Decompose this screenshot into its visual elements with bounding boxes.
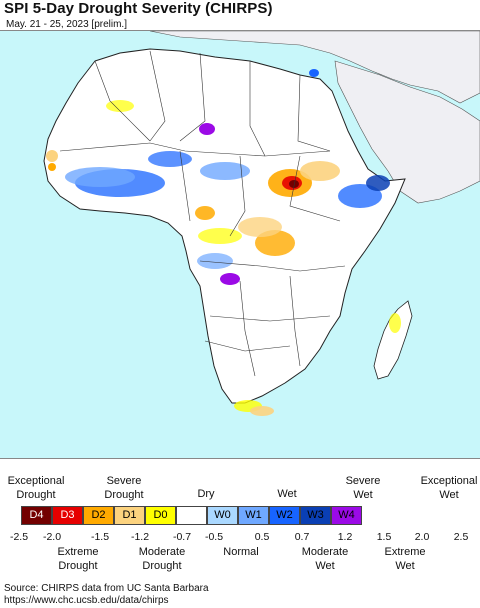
dry-patch-d0 <box>389 313 401 333</box>
wet-patch-w1 <box>200 162 250 180</box>
africa-landmass <box>43 48 406 404</box>
dry-patch-d0 <box>198 228 242 244</box>
wet-patch-w1 <box>197 253 233 269</box>
legend-tick: 0.7 <box>294 531 310 543</box>
legend-bottom-label: Moderate Drought <box>138 546 186 572</box>
legend-tick: -2.0 <box>42 531 62 543</box>
legend-swatch: D3 <box>52 506 83 525</box>
legend-swatch: D1 <box>114 506 145 525</box>
wet-patch-w2 <box>148 151 192 167</box>
legend-tick: -0.5 <box>204 531 224 543</box>
madagascar <box>373 300 413 380</box>
map-subtitle: May. 21 - 25, 2023 [prelim.] <box>6 19 127 30</box>
country-borders <box>59 50 346 377</box>
legend-top-label: Wet <box>277 488 297 500</box>
legend-swatch: W1 <box>238 506 269 525</box>
legend-swatch: W0 <box>207 506 238 525</box>
source-line: Source: CHIRPS data from UC Santa Barbar… <box>4 583 209 594</box>
legend-swatch: D4 <box>21 506 52 525</box>
legend-swatch: W4 <box>331 506 362 525</box>
legend-tick: -0.7 <box>172 531 192 543</box>
dry-patch-d2 <box>195 206 215 220</box>
legend-tick: 2.5 <box>453 531 469 543</box>
legend-tick: -1.5 <box>90 531 110 543</box>
legend-tick: 2.0 <box>414 531 430 543</box>
europe-landmass <box>149 31 480 104</box>
legend-top-label: Exceptional Drought <box>7 475 65 501</box>
wet-patch-w4 <box>199 123 215 135</box>
legend-tick: 1.5 <box>376 531 392 543</box>
legend-top-label: Exceptional Wet <box>420 475 478 501</box>
spi-patches <box>46 69 401 416</box>
dry-patch-d4 <box>289 180 299 188</box>
wet-patch-w2 <box>309 69 319 77</box>
legend-top-label: Severe Drought <box>104 475 144 501</box>
dry-patch-d1 <box>250 406 274 416</box>
legend-bottom-label: Extreme Wet <box>384 546 426 572</box>
legend-tick: 0.5 <box>254 531 270 543</box>
dry-patch-d1 <box>300 161 340 181</box>
wet-patch-w2 <box>338 184 382 208</box>
legend-bottom-label: Normal <box>223 546 259 558</box>
legend-top-label: Severe Wet <box>345 475 381 501</box>
legend-swatch <box>176 506 207 525</box>
legend-tick: -1.2 <box>130 531 150 543</box>
wet-patch-w4 <box>220 273 240 285</box>
map-title: SPI 5-Day Drought Severity (CHIRPS) <box>4 0 273 17</box>
legend-tick: 1.2 <box>337 531 353 543</box>
legend-swatch: W3 <box>300 506 331 525</box>
drought-map <box>0 30 480 459</box>
legend-swatch: D0 <box>145 506 176 525</box>
dry-patch-d1 <box>238 217 282 237</box>
arabia-landmass <box>334 60 480 204</box>
dry-patch-d1 <box>46 150 58 162</box>
source-note: Source: CHIRPS data from UC Santa Barbar… <box>4 583 209 607</box>
legend-bottom-label: Extreme Drought <box>57 546 99 572</box>
wet-patch-w1 <box>65 167 135 187</box>
legend-top-label: Dry <box>197 488 215 500</box>
source-url: https://www.chc.ucsb.edu/data/chirps <box>4 595 169 606</box>
legend-swatch: W2 <box>269 506 300 525</box>
legend-tick: -2.5 <box>9 531 29 543</box>
dry-patch-d0 <box>106 100 134 112</box>
dry-patch-d2 <box>48 163 56 171</box>
legend-bottom-label: Moderate Wet <box>301 546 349 572</box>
wet-patch-w3 <box>366 175 390 191</box>
africa-map-svg <box>43 31 480 416</box>
legend-swatch: D2 <box>83 506 114 525</box>
